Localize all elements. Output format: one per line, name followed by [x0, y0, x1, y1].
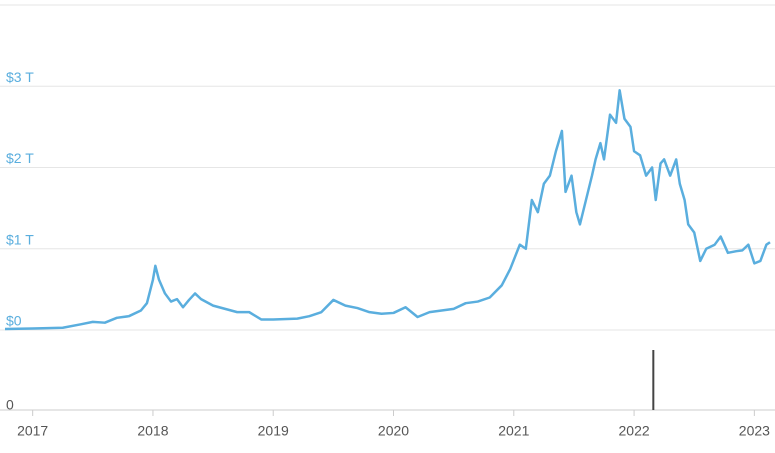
x-tick-label: 2022 [619, 423, 650, 439]
x-tick-label: 2019 [258, 423, 289, 439]
x-tick-label: 2018 [137, 423, 168, 439]
y-tick-label: $0 [6, 313, 22, 329]
x-tick-label: 2017 [17, 423, 48, 439]
y-tick-label: 0 [6, 397, 14, 413]
line-series [4, 89, 771, 331]
y-tick-label: $2 T [6, 150, 34, 166]
x-tick-label: 2021 [498, 423, 529, 439]
y-tick-label: $1 T [6, 231, 34, 247]
y-tick-label: $3 T [6, 69, 34, 85]
x-tick-label: 2023 [739, 423, 770, 439]
volume-bar [652, 350, 655, 410]
x-tick-label: 2020 [378, 423, 409, 439]
